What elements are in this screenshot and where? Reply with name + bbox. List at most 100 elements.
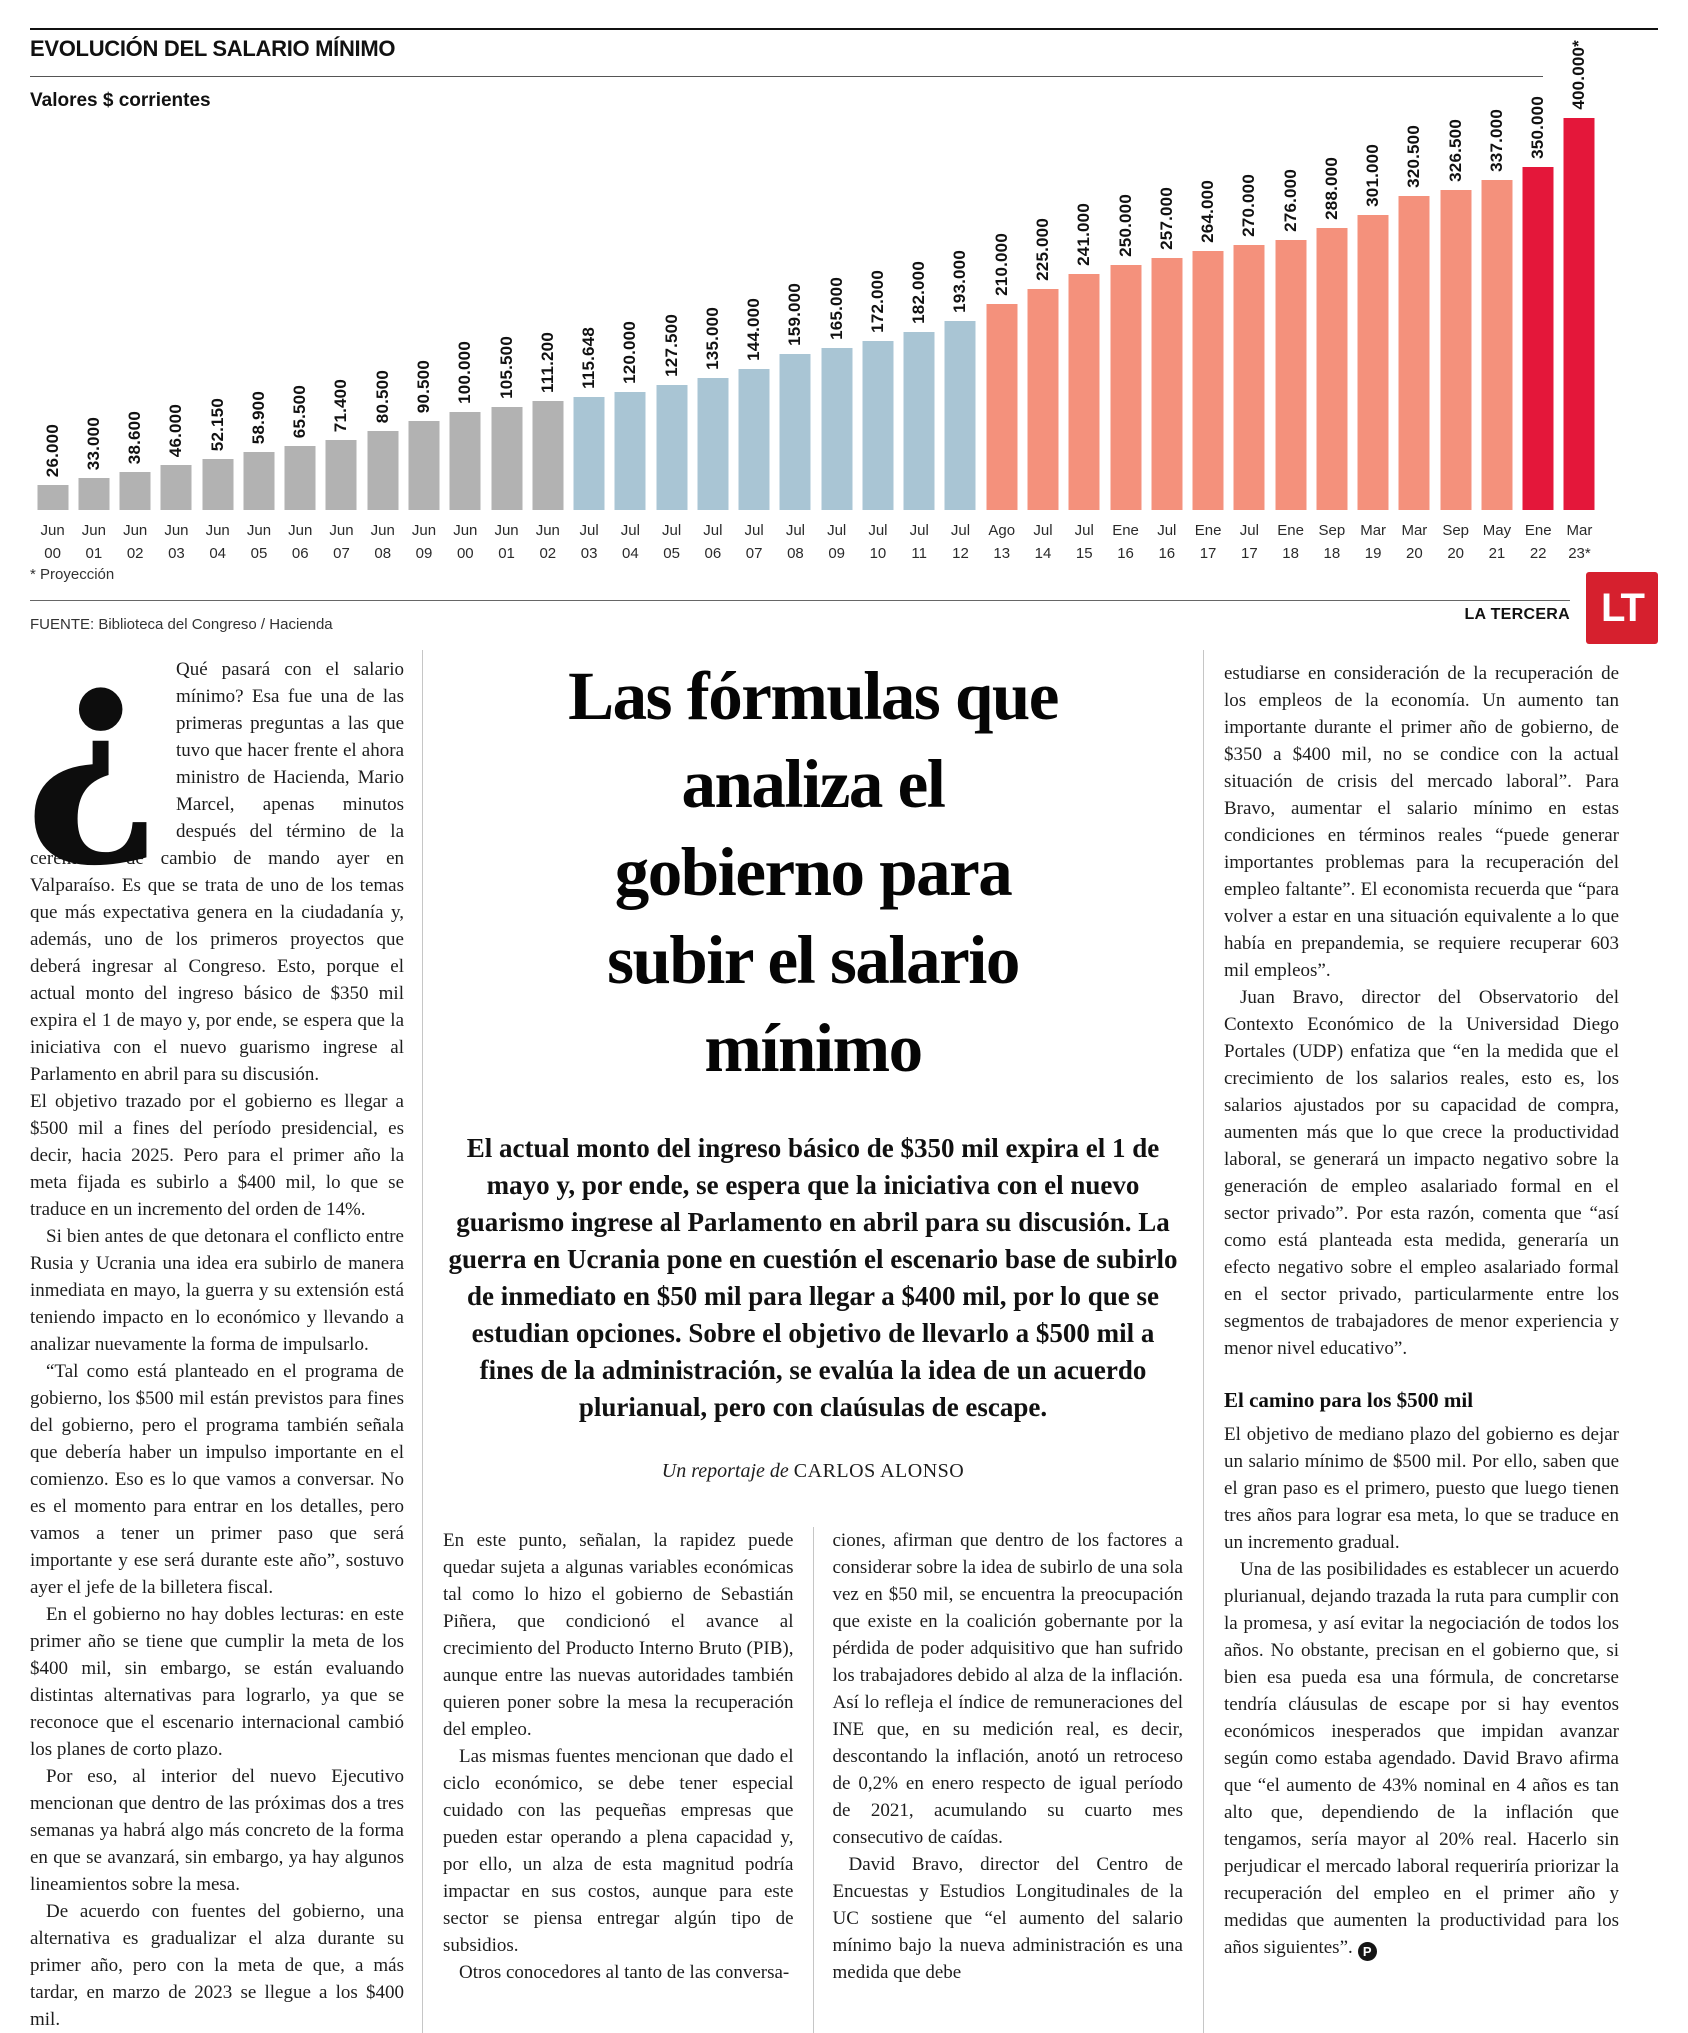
bar-value-label: 165.000 — [826, 277, 846, 340]
bar-value-label: 26.000 — [42, 423, 62, 477]
end-of-article-mark: P — [1357, 1942, 1377, 1961]
bar-value-label: 80.500 — [372, 369, 392, 423]
paragraph: Por eso, al interior del nuevo Ejecutivo… — [30, 1766, 404, 1895]
x-axis-label: Jun 00 — [453, 522, 478, 562]
x-axis-label: Jun 02 — [535, 522, 560, 562]
bar — [1357, 215, 1389, 510]
paragraph: estudiarse en consideración de la recupe… — [1224, 663, 1619, 981]
chart-subtitle: Valores $ corrientes — [30, 90, 211, 111]
bar-column: 225.000 Jul 14 — [1022, 118, 1063, 562]
bar — [697, 378, 729, 510]
bar-column: 127.500 Jul 05 — [651, 118, 692, 562]
bar — [1440, 190, 1472, 510]
x-axis-label: Jun 05 — [246, 522, 272, 562]
x-axis-label: Jul 03 — [579, 522, 599, 562]
bar-value-label: 241.000 — [1074, 203, 1094, 266]
x-axis-label: Ene 17 — [1194, 522, 1222, 562]
bar-column: 52.150 Jun 04 — [197, 118, 238, 562]
bar — [1316, 228, 1348, 510]
bar — [1522, 167, 1554, 510]
left-paragraphs: El objetivo trazado por el gobierno es l… — [30, 1088, 404, 2033]
bar-column: 326.500 Sep 20 — [1435, 118, 1476, 562]
x-axis-label: Jun 01 — [494, 522, 519, 562]
bar — [614, 392, 646, 510]
x-axis-label: Sep 20 — [1442, 522, 1470, 562]
paragraph: En el gobierno no hay dobles lecturas: e… — [30, 1604, 404, 1760]
bar-value-label: 326.500 — [1445, 119, 1465, 182]
right-top-paragraphs: estudiarse en consideración de la recupe… — [1224, 660, 1619, 1362]
bar-value-label: 58.900 — [248, 390, 268, 444]
article-body: ¿ Qué pasará con el salario mínimo? Esa f… — [24, 620, 1658, 2033]
bar-column: 144.000 Jul 07 — [734, 118, 775, 562]
bar — [1110, 265, 1142, 510]
byline-prefix: Un reportaje de — [661, 1460, 794, 1482]
x-axis-label: May 21 — [1482, 522, 1512, 562]
minimum-wage-chart: EVOLUCIÓN DEL SALARIO MÍNIMO Valores $ c… — [0, 0, 1688, 650]
x-axis-label: Jul 17 — [1239, 522, 1259, 562]
bar-column: 105.500 Jun 01 — [486, 118, 527, 562]
article-column-left: ¿ Qué pasará con el salario mínimo? Esa f… — [24, 620, 422, 2033]
bar — [532, 401, 564, 510]
headline-line: analiza el — [681, 746, 946, 822]
bar-column: 100.000 Jun 00 — [445, 118, 486, 562]
x-axis-label: Jul 05 — [662, 522, 682, 562]
bar-column: 159.000 Jul 08 — [775, 118, 816, 562]
x-axis-label: Jul 06 — [703, 522, 723, 562]
bar — [1027, 289, 1059, 510]
bar — [1192, 251, 1224, 510]
paragraph: El objetivo trazado por el gobierno es l… — [30, 1091, 404, 1220]
paragraph: El objetivo de mediano plazo del gobiern… — [1224, 1424, 1619, 1553]
x-axis-label: Jun 00 — [40, 522, 65, 562]
bar-column: 288.000 Sep 18 — [1311, 118, 1352, 562]
bar-column: 270.000 Jul 17 — [1229, 118, 1270, 562]
bar-value-label: 400.000* — [1569, 40, 1589, 110]
byline-author: CARLOS ALONSO — [793, 1460, 965, 1482]
bar-value-label: 159.000 — [785, 283, 805, 346]
chart-footnote: * Proyección — [30, 566, 115, 583]
bar-column: 80.500 Jun 08 — [362, 118, 403, 562]
center-column-a: En este punto, señalan, la rapidez puede… — [443, 1527, 813, 2033]
x-axis-label: Jun 09 — [411, 522, 437, 562]
bar — [862, 341, 894, 510]
bar — [408, 421, 440, 510]
x-axis-label: Jun 02 — [123, 522, 148, 562]
x-axis-label: Ago 13 — [988, 522, 1016, 562]
column-divider — [812, 1527, 814, 2033]
bar-column: 337.000 May 21 — [1476, 109, 1517, 562]
bar-column: 38.600 Jun 02 — [115, 118, 156, 562]
bar-value-label: 46.000 — [166, 403, 186, 457]
x-axis-label: Mar 20 — [1401, 522, 1428, 562]
x-axis-label: Jul 08 — [785, 522, 805, 562]
bar — [1275, 240, 1307, 510]
paragraph: David Bravo, director del Centro de Encu… — [832, 1854, 1184, 1983]
headline-line: mínimo — [704, 1010, 923, 1086]
headline-line: Las fórmulas que — [568, 658, 1059, 734]
paragraph: Otros conocedores al tanto de las conver… — [459, 1962, 790, 1983]
bar-column: 193.000 Jul 12 — [940, 118, 981, 562]
bar-column: 46.000 Jun 03 — [156, 118, 197, 562]
bar-column: 400.000* Mar 23* — [1559, 40, 1600, 562]
bar-value-label: 115.648 — [579, 327, 599, 389]
bar-value-label: 100.000 — [455, 341, 475, 404]
bar-column: 250.000 Ene 16 — [1105, 118, 1146, 562]
bar-value-label: 105.500 — [496, 336, 516, 399]
bar-value-label: 172.000 — [867, 270, 887, 333]
bar-plot: 26.000 Jun 00 33.000 Jun 01 38.600 Jun 02 46.000 J… — [32, 40, 1600, 562]
bar-column: 135.000 Jul 06 — [692, 118, 733, 562]
lede: El actual monto del ingreso básico de $3… — [448, 1133, 1178, 1422]
headline: Las fórmulas que analiza el gobierno para s… — [443, 652, 1183, 1092]
x-axis-label: Jul 04 — [620, 522, 640, 562]
x-axis-label: Jun 01 — [81, 522, 106, 562]
x-axis-label: Jun 06 — [288, 522, 313, 562]
paragraph: ciones, afirman que dentro de los factor… — [832, 1530, 1184, 1848]
bar-value-label: 144.000 — [744, 298, 764, 361]
headline-line: gobierno para — [614, 834, 1013, 910]
bar — [367, 431, 399, 510]
x-axis-label: Jul 16 — [1157, 522, 1177, 562]
bar-column: 71.400 Jun 07 — [321, 118, 362, 562]
bar-value-label: 288.000 — [1321, 157, 1341, 220]
bar-value-label: 320.500 — [1404, 125, 1424, 188]
paragraph: Juan Bravo, director del Observatorio de… — [1224, 987, 1619, 1359]
bar — [119, 472, 151, 510]
